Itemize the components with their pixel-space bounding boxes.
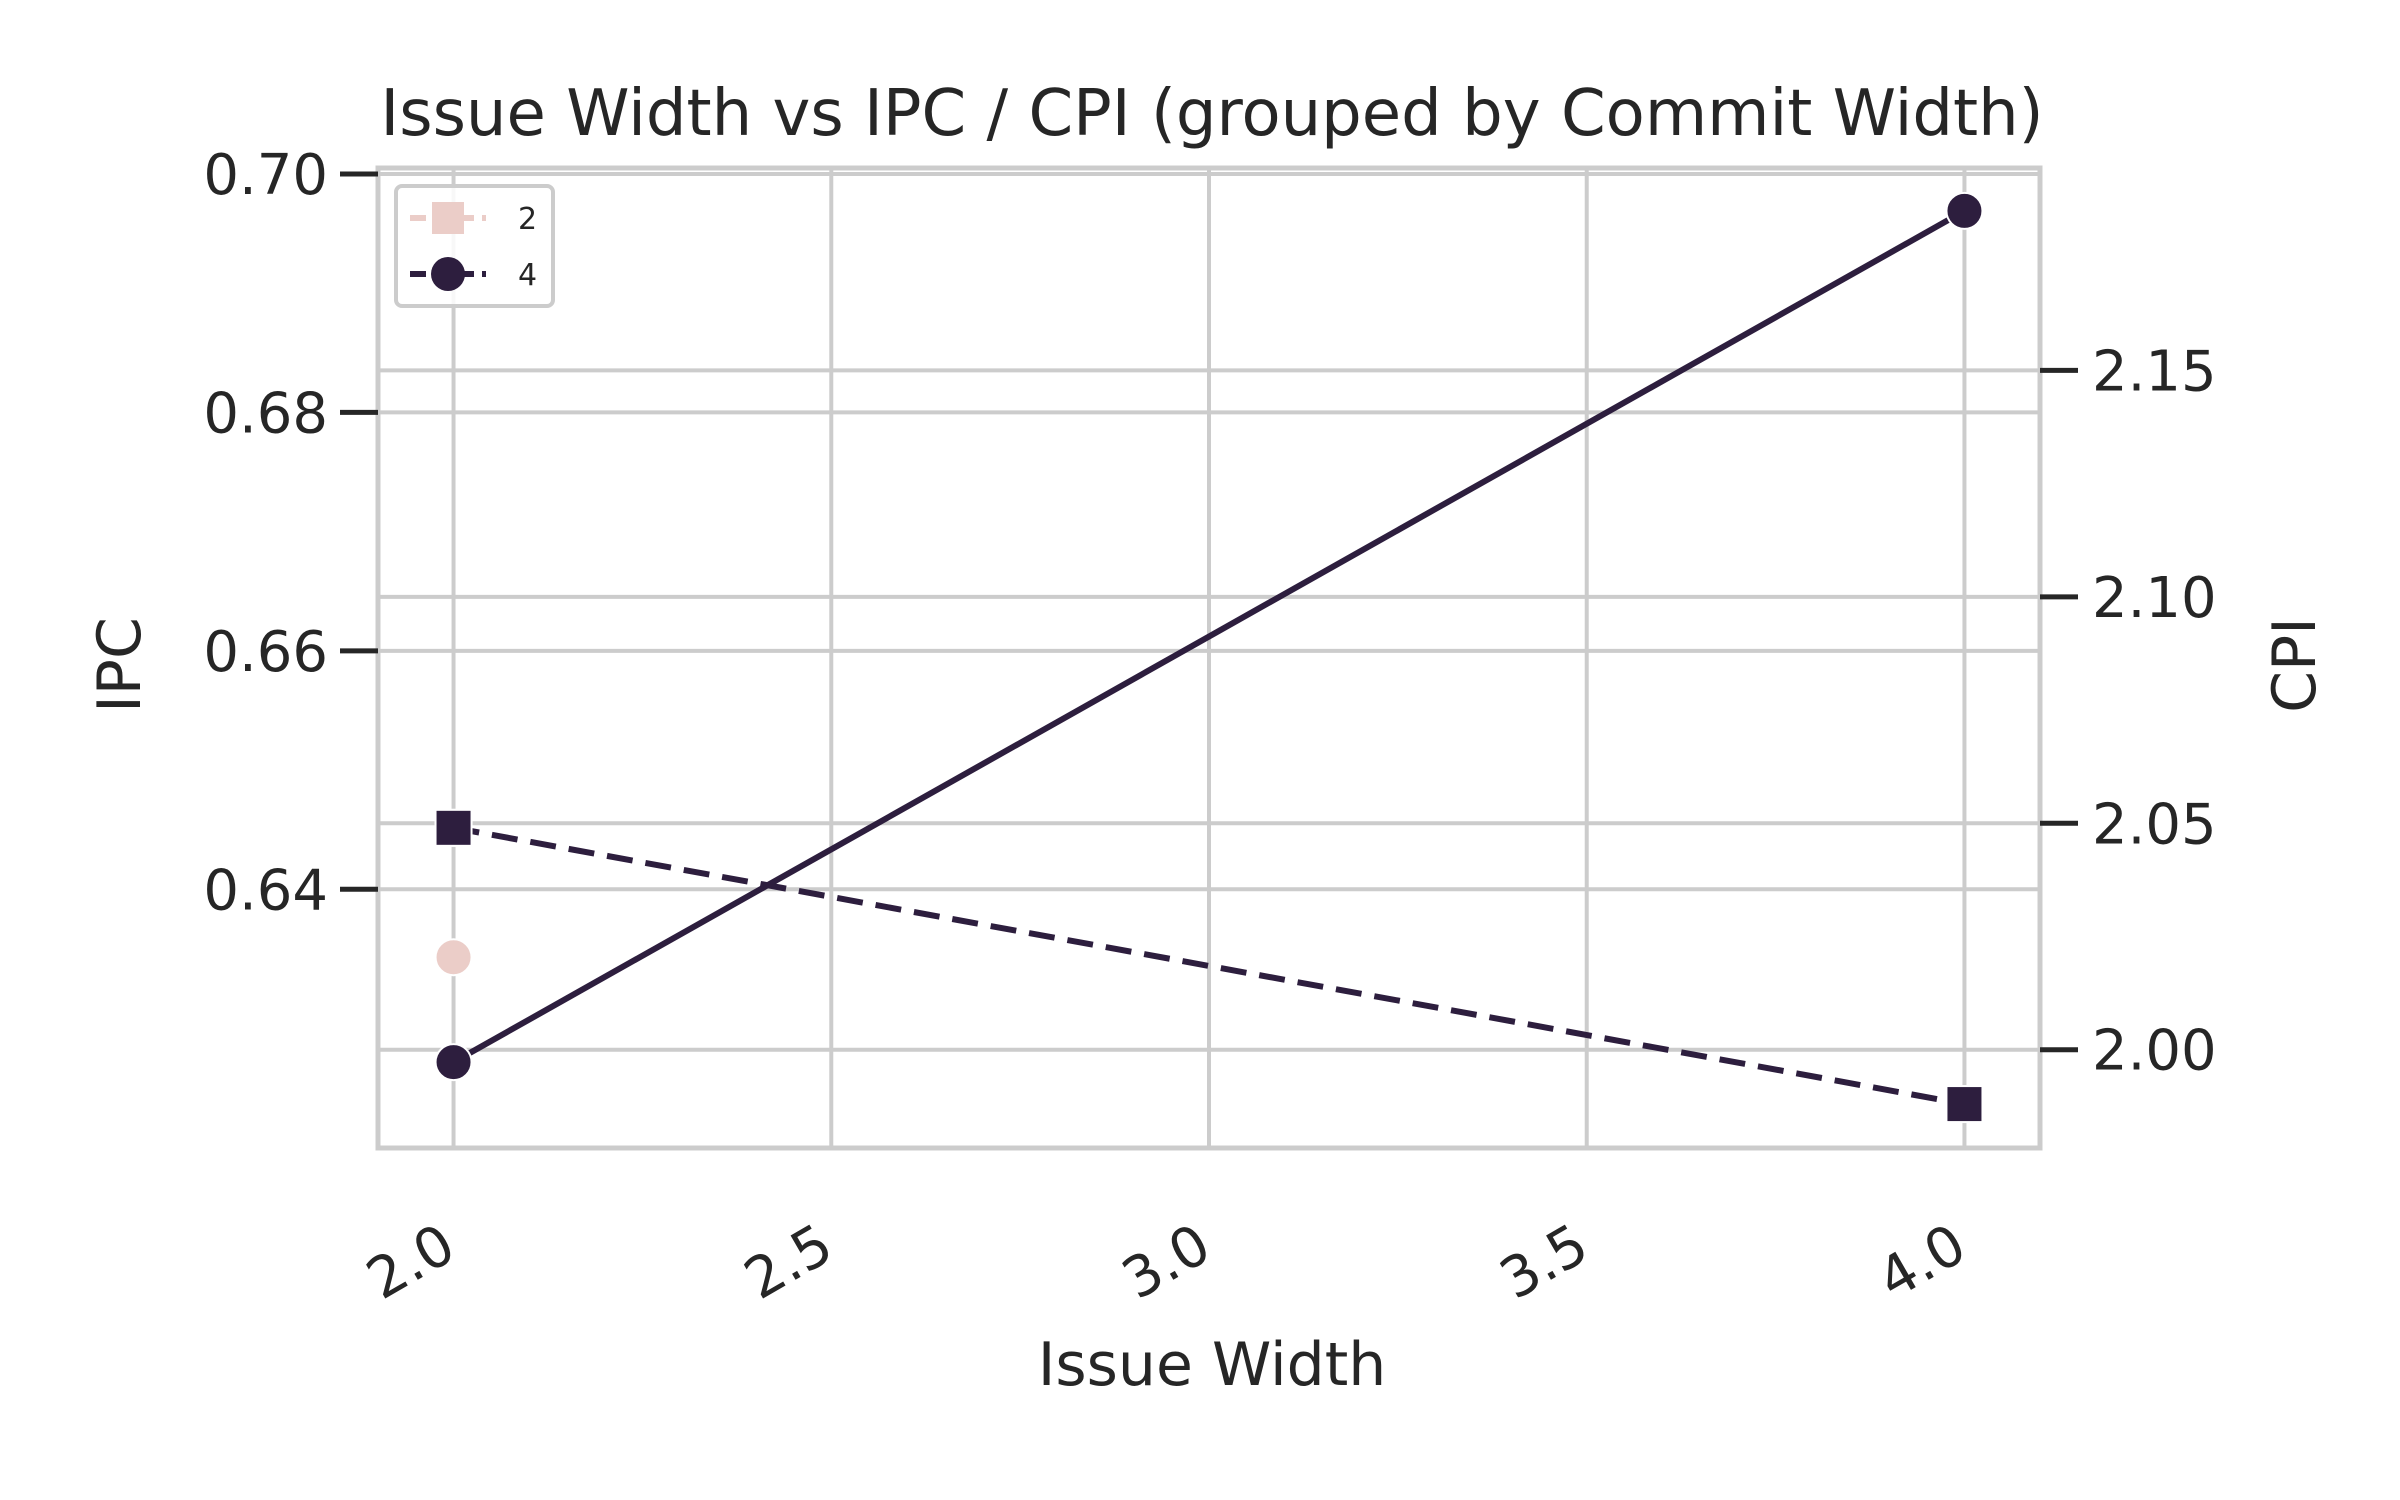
- legend-marker-2: [432, 202, 464, 234]
- x-tick-label: 2.5: [734, 1212, 844, 1313]
- y-axis-label-right: CPI: [2260, 617, 2330, 713]
- series-4-cpi-line: [453, 824, 1965, 1108]
- x-tick-label: 3.5: [1489, 1212, 1599, 1313]
- series-layer: [434, 191, 1984, 1124]
- legend-marker-4: [431, 257, 465, 291]
- y-left-tick-label: 0.66: [203, 620, 328, 685]
- y-axis-label-left: IPC: [85, 617, 155, 713]
- series-4-ipc-point: [1945, 191, 1984, 230]
- y-left-tick-label: 0.68: [203, 381, 328, 446]
- series-4-cpi-point: [1945, 1085, 1984, 1124]
- y-right-tick-label: 2.10: [2092, 566, 2217, 631]
- y-left-tick-label: 0.70: [203, 143, 328, 208]
- series-4-cpi-point: [434, 808, 473, 847]
- grid: [378, 168, 2040, 1148]
- x-tick-label: 2.0: [356, 1212, 466, 1313]
- y-right-tick-label: 2.15: [2092, 339, 2217, 404]
- legend-label-4: 4: [518, 258, 537, 293]
- x-tick-label: 4.0: [1867, 1212, 1977, 1313]
- legend-label-2: 2: [518, 202, 537, 237]
- plot-frame: [375, 165, 2043, 1151]
- legend: 24: [394, 184, 555, 308]
- y-right-tick-label: 2.05: [2092, 792, 2217, 857]
- series-4-ipc-line: [452, 208, 1966, 1065]
- series-4-ipc-point: [434, 1043, 473, 1082]
- y-right-tick-label: 2.00: [2092, 1019, 2217, 1084]
- x-axis-label: Issue Width: [1038, 1330, 1387, 1400]
- y-left-tick-label: 0.64: [203, 858, 328, 923]
- chart-title: Issue Width vs IPC / CPI (grouped by Com…: [380, 77, 2043, 151]
- x-tick-label: 3.0: [1112, 1212, 1222, 1313]
- series-2-ipc-point: [434, 938, 473, 977]
